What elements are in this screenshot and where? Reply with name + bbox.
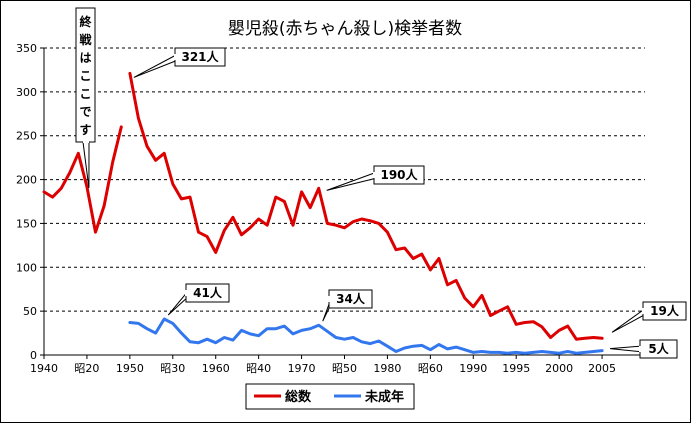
callout-label: 321人 — [181, 49, 219, 64]
x-tick-label: 昭50 — [332, 362, 357, 375]
x-tick-label: 1960 — [202, 362, 230, 375]
callout-char: 終 — [79, 14, 92, 29]
x-tick-label: 1940 — [30, 362, 58, 375]
series-lines — [42, 71, 604, 355]
x-tick-label: 昭40 — [246, 362, 271, 375]
y-tick-label: 300 — [16, 86, 37, 99]
y-tick-label: 50 — [23, 305, 37, 318]
callout-label: 5人 — [648, 341, 669, 356]
callout-pointer — [611, 307, 647, 333]
y-tick-label: 150 — [16, 217, 37, 230]
x-tick-label: 1990 — [459, 362, 487, 375]
x-tick-label: 1950 — [116, 362, 144, 375]
series-line-total — [42, 125, 123, 234]
x-tick-label: 2005 — [588, 362, 616, 375]
series-line-total — [128, 71, 604, 341]
x-tick-label: 昭30 — [160, 362, 185, 375]
series-line-minor — [128, 317, 604, 355]
callout-char: 戦 — [79, 32, 92, 47]
x-tick-label: 昭60 — [418, 362, 443, 375]
x-tick-label: 1970 — [288, 362, 316, 375]
callout-label: 190人 — [380, 167, 418, 182]
callout-pointer — [167, 289, 190, 316]
callout-char: こ — [79, 87, 91, 101]
callout-pointer — [133, 53, 179, 78]
callout-char: こ — [79, 69, 91, 83]
callout-pointer — [326, 171, 378, 191]
x-tick-label: 2000 — [545, 362, 573, 375]
x-tick-label: 1995 — [502, 362, 530, 375]
callout-label: 34人 — [336, 291, 366, 306]
legend-label: 総数 — [285, 389, 312, 405]
grid-lines — [44, 47, 645, 312]
y-tick-labels: 0 50 100 150 200 250 300 350 — [16, 42, 44, 362]
y-tick-label: 350 — [16, 42, 37, 55]
legend: 総数 未成年 — [245, 383, 415, 410]
callout-char: は — [79, 51, 91, 65]
x-tick-label: 昭20 — [74, 362, 99, 375]
y-tick-label: 250 — [16, 130, 37, 143]
callout-char: す — [79, 123, 91, 137]
y-tick-label: 200 — [16, 174, 37, 187]
x-tick-labels: 1940 昭20 1950 昭30 1960 昭40 1970 昭50 1980 昭60 1990 1… — [30, 355, 616, 375]
y-tick-label: 100 — [16, 261, 37, 274]
legend-label: 未成年 — [364, 389, 404, 405]
y-tick-label: 0 — [30, 349, 37, 362]
callout-label: 41人 — [193, 285, 223, 300]
callout-pointer — [82, 141, 90, 189]
callout-char: で — [79, 105, 91, 119]
callout-label: 19人 — [650, 303, 680, 318]
x-tick-label: 1980 — [373, 362, 401, 375]
chart-title: 嬰児殺(赤ちゃん殺し)検挙者数 — [228, 19, 462, 39]
callout-pointer — [610, 345, 644, 353]
